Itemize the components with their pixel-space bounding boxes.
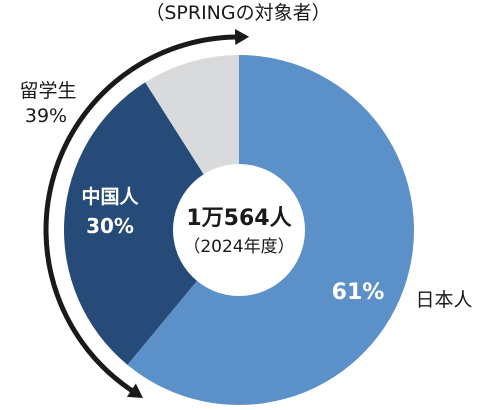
center-hole [173,164,305,296]
arrow-arc [43,34,238,393]
foreign-students-arrow [43,29,250,399]
arrow-head-top [234,29,250,46]
center-total: 1万564人 [186,206,291,231]
chart-subtitle: （SPRINGの対象者） [145,2,330,24]
slice-label-chinese-percent: 30% [86,214,134,238]
slice-label-japanese-name: 日本人 [415,289,472,311]
pie-slice-1 [63,82,240,365]
group-annotation-name: 留学生 [19,80,76,102]
arrow-head-bottom [126,383,143,399]
slice-label-chinese-name: 中国人 [81,185,139,208]
center-year: （2024年度） [183,237,294,257]
group-annotation-percent: 39% [25,105,67,127]
slice-label-japanese-percent: 61% [332,280,385,305]
